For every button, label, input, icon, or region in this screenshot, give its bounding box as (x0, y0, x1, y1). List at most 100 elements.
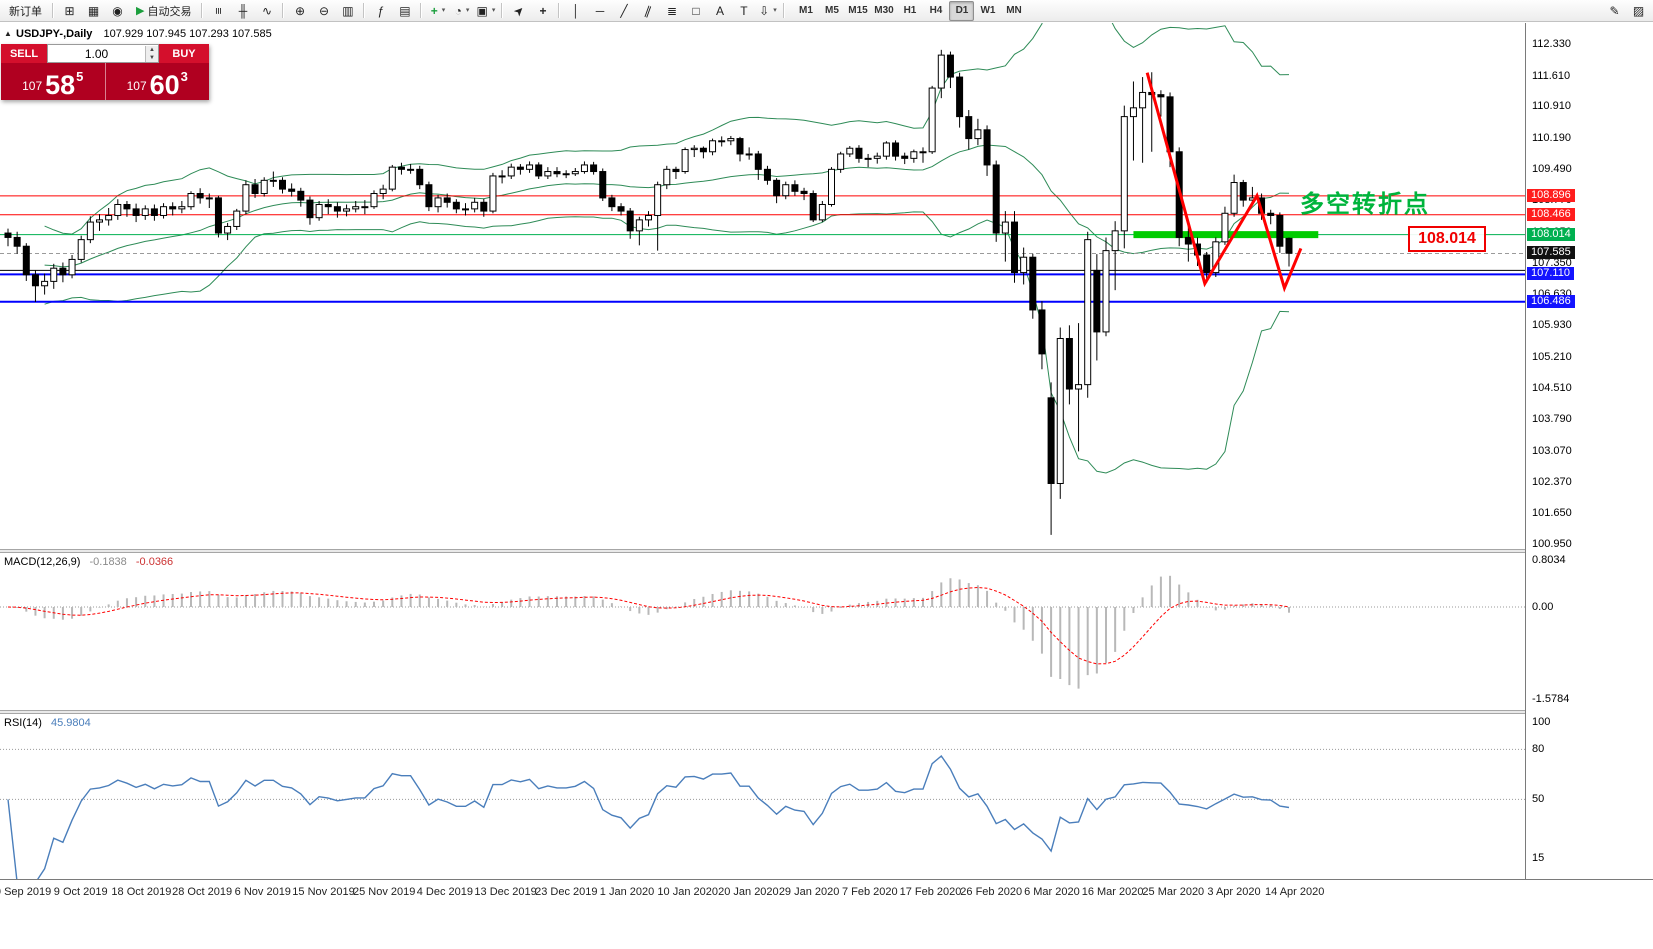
price-badge: 108.466 (1527, 207, 1575, 221)
chart-title: USDJPY-,Daily 107.929 107.945 107.293 10… (16, 28, 272, 40)
chart-properties-icon[interactable]: ✎ (1603, 1, 1626, 21)
volume-input[interactable] (48, 45, 145, 62)
shapes-icon: □ (692, 3, 700, 18)
indicators-icon: ƒ (377, 3, 385, 18)
objects-list-icon[interactable]: ▤ (393, 1, 416, 21)
line-chart-icon[interactable]: ∿ (255, 1, 278, 21)
shapes-icon[interactable]: □ (684, 1, 707, 21)
timeframe-m1[interactable]: M1 (799, 5, 813, 16)
bollinger-bands (44, 23, 1290, 474)
volume-up-button[interactable]: ▲ (146, 45, 158, 54)
price-tick: 110.190 (1532, 132, 1571, 145)
collapse-panel-icon[interactable]: ▲ (4, 29, 12, 38)
zoom-out-icon[interactable]: ⊖ (312, 1, 335, 21)
zoom-in-icon[interactable]: ⊕ (288, 1, 311, 21)
price-tick: 0.00 (1532, 601, 1554, 613)
candlestick-chart-icon[interactable]: ╫ (231, 1, 254, 21)
date-label: 29 Jan 2020 (778, 886, 840, 898)
horizontal-line-icon: ─ (595, 3, 605, 18)
bar-chart-icon[interactable]: ≡ (207, 1, 230, 21)
support-price-label: 108.014 (1408, 226, 1486, 252)
chevron-down-icon: ▾ (773, 6, 777, 14)
price-tick: 112.330 (1532, 38, 1571, 50)
macd-histogram (16, 575, 1290, 689)
price-tick: 105.930 (1532, 319, 1572, 332)
date-label: 6 Nov 2019 (234, 886, 291, 898)
text-label-icon: T (740, 3, 748, 18)
autotrading-button: ▶ (136, 5, 145, 17)
volume-box: ▲ ▼ (47, 44, 159, 63)
cursor-icon[interactable]: ➤ (507, 1, 530, 21)
trendline-icon[interactable]: ╱ (612, 1, 635, 21)
turning-point-annotation: 多空转折点 (1300, 191, 1430, 218)
sell-button[interactable]: SELL (1, 44, 47, 63)
timeframe-group: M1 M5 M15 M30 H1 H4 D1 W1 MN (793, 0, 1026, 21)
rsi-chart[interactable] (0, 714, 1525, 879)
volume-down-button[interactable]: ▼ (146, 53, 158, 62)
date-label: 30 Sep 2019 (0, 886, 52, 898)
buy-price-base: 107 (126, 79, 147, 93)
objects-list-icon: ▤ (399, 3, 411, 18)
add-indicator-icon[interactable]: + ▾ (426, 1, 449, 21)
price-tick: 101.650 (1532, 507, 1572, 520)
timeframe-m15[interactable]: M15 (848, 5, 868, 16)
fibonacci-icon: ≣ (666, 3, 677, 18)
arrows-icon[interactable]: ⇩ ▾ (756, 1, 779, 21)
buy-price-pips: 60 (149, 70, 180, 100)
ohlc-values: 107.929 107.945 107.293 107.585 (103, 28, 272, 40)
price-axis[interactable]: 112.330111.610110.910110.190109.490108.7… (1525, 23, 1653, 879)
period-clock-icon[interactable]: ◔ ▾ (450, 1, 473, 21)
main-chart[interactable] (0, 23, 1525, 549)
toolbar-separator (501, 3, 504, 18)
tile-windows-icon: ▥ (342, 3, 354, 18)
chevron-down-icon: ▾ (491, 6, 496, 14)
autotrading-button[interactable]: ▶ 自动交易 (130, 1, 197, 21)
channel-icon[interactable]: ∥ (636, 1, 659, 21)
toolbar: 新订单 ⊞ ▦ ◉ ▶ 自动交易 ≡ ╫ ∿ ⊕ ⊖ ▥ ƒ ▤ + ▾ ◔ ▾ ▣ ▾ ➤ + │ ─ ╱ ∥ ≣ □ A T ⇩ ▾ M1 M… (0, 0, 1653, 22)
pane-splitter-2[interactable] (0, 710, 1653, 714)
toolbar-separator (420, 3, 423, 18)
buy-button[interactable]: BUY (159, 44, 209, 63)
candles (4, 49, 1293, 535)
macd-chart[interactable] (0, 553, 1525, 710)
community-icon[interactable]: ◉ (106, 1, 129, 21)
timeframe-h1[interactable]: H1 (903, 5, 917, 16)
price-badge: 108.014 (1527, 227, 1575, 241)
price-badge: 107.585 (1527, 246, 1575, 260)
vertical-line-icon[interactable]: │ (564, 1, 587, 21)
pane-splitter-1[interactable] (0, 549, 1653, 553)
charts-tile-icon[interactable]: ⊞ (58, 1, 81, 21)
add-indicator-icon: + (430, 3, 438, 18)
timeframe-m5[interactable]: M5 (825, 5, 839, 16)
template-icon[interactable]: ▣ ▾ (474, 1, 497, 21)
crosshair-icon[interactable]: + (531, 1, 554, 21)
price-tick: 100.950 (1532, 538, 1572, 550)
fibonacci-icon[interactable]: ≣ (660, 1, 683, 21)
text-icon[interactable]: A (708, 1, 731, 21)
buy-price[interactable]: 107 60 3 (104, 63, 210, 100)
indicators-icon[interactable]: ƒ (369, 1, 392, 21)
chevron-down-icon: ▾ (441, 6, 446, 14)
text-icon: A (715, 3, 724, 18)
one-click-trading-panel: SELL ▲ ▼ BUY 107 58 5 107 60 3 (1, 44, 209, 100)
crosshair-icon: + (539, 3, 547, 18)
text-label-icon[interactable]: T (732, 1, 755, 21)
timeframe-w1[interactable]: W1 (980, 5, 996, 16)
timeframe-d1[interactable]: D1 (949, 0, 975, 21)
timeframe-mn[interactable]: MN (1006, 5, 1022, 16)
horizontal-line-icon[interactable]: ─ (588, 1, 611, 21)
tile-windows-icon[interactable]: ▥ (336, 1, 359, 21)
data-window-icon[interactable]: ▦ (82, 1, 105, 21)
new-order-button[interactable]: 新订单 (3, 1, 48, 21)
toolbar-separator (783, 3, 786, 18)
palette-icon[interactable]: ▨ (1627, 1, 1650, 21)
timeframe-m30[interactable]: M30 (874, 5, 894, 16)
trend-zigzag (1145, 72, 1303, 293)
date-label: 25 Mar 2020 (1142, 886, 1205, 898)
price-badge: 106.486 (1527, 294, 1575, 308)
timeframe-h4[interactable]: H4 (929, 5, 943, 16)
price-tick: 102.370 (1532, 475, 1572, 488)
sell-price[interactable]: 107 58 5 (1, 63, 105, 100)
